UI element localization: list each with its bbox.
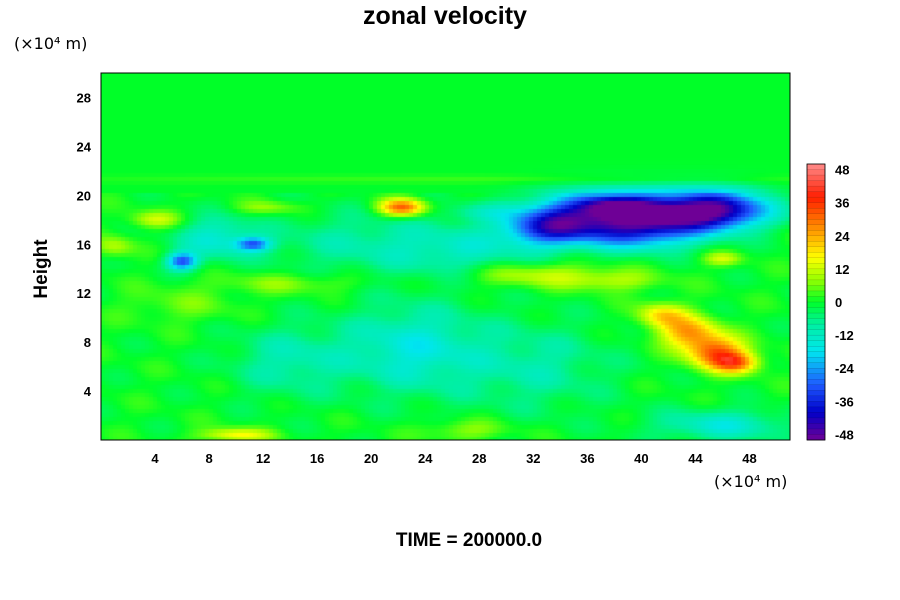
x-tick-label: 36 (580, 451, 594, 466)
colorbar-band (806, 202, 826, 209)
colorbar-tick-label: 0 (835, 295, 842, 310)
y-tick-label: 12 (77, 286, 91, 301)
colorbar-band (806, 357, 826, 364)
colorbar-band (806, 406, 826, 413)
colorbar-band (806, 318, 826, 325)
x-axis-unit: (×10⁴ m) (714, 472, 788, 491)
colorbar-band (806, 323, 826, 331)
colorbar (806, 163, 826, 441)
y-tick-label: 8 (84, 335, 91, 350)
colorbar-band (806, 351, 826, 358)
colorbar-band (806, 263, 826, 270)
colorbar-tick-label: -24 (835, 361, 855, 376)
colorbar-band (806, 257, 826, 264)
colorbar-band (806, 412, 826, 419)
x-tick-label: 32 (526, 451, 540, 466)
colorbar-tick-label: 24 (835, 229, 850, 244)
colorbar-band (806, 401, 826, 408)
colorbar-band (806, 340, 826, 347)
colorbar-band (806, 290, 826, 297)
y-tick-label: 20 (77, 188, 91, 203)
colorbar-band (806, 191, 826, 198)
colorbar-band (806, 368, 826, 375)
colorbar-tick-label: -48 (835, 427, 854, 442)
colorbar-band (806, 213, 826, 220)
colorbar-band (806, 252, 826, 259)
colorbar-band (806, 423, 826, 430)
x-axis-ticks: 4 8 12 16 20 24 28 32 36 40 44 48 (151, 451, 756, 466)
x-tick-label: 48 (742, 451, 756, 466)
colorbar-band (806, 163, 826, 170)
colorbar-tick-label: -36 (835, 394, 854, 409)
heatmap-image (101, 73, 790, 440)
chart-title: zonal velocity (363, 2, 527, 30)
colorbar-band (806, 428, 826, 435)
colorbar-band (806, 329, 826, 336)
x-tick-label: 12 (256, 451, 270, 466)
colorbar-band (806, 208, 826, 215)
x-tick-label: 40 (634, 451, 648, 466)
colorbar-band (806, 246, 826, 253)
colorbar-band (806, 180, 826, 187)
colorbar-band (806, 174, 826, 182)
x-tick-label: 8 (205, 451, 212, 466)
colorbar-tick-label: -12 (835, 328, 854, 343)
colorbar-band (806, 241, 826, 248)
colorbar-band (806, 296, 826, 303)
colorbar-tick-label: 36 (835, 196, 849, 211)
heatmap-field (101, 73, 790, 440)
colorbar-band (806, 390, 826, 397)
colorbar-band (806, 274, 826, 281)
y-axis-unit: (×10⁴ m) (14, 34, 88, 53)
colorbar-band (806, 185, 826, 193)
y-tick-label: 16 (77, 237, 91, 252)
colorbar-band (806, 312, 826, 320)
colorbar-tick-label: 12 (835, 262, 849, 277)
x-tick-label: 24 (418, 451, 433, 466)
colorbar-band (806, 285, 826, 292)
colorbar-band (806, 196, 826, 204)
colorbar-band (806, 434, 826, 441)
y-tick-label: 24 (77, 139, 92, 154)
colorbar-band (806, 230, 826, 237)
x-tick-label: 20 (364, 451, 378, 466)
y-tick-label: 28 (77, 90, 91, 105)
x-tick-label: 28 (472, 451, 486, 466)
colorbar-band (806, 301, 826, 308)
colorbar-band (806, 307, 826, 314)
colorbar-band (806, 362, 826, 369)
colorbar-band (806, 219, 826, 226)
y-axis-ticks: 4 8 12 16 20 24 28 (77, 90, 92, 399)
x-tick-label: 16 (310, 451, 324, 466)
x-tick-label: 4 (151, 451, 159, 466)
colorbar-tick-label: 48 (835, 163, 849, 178)
colorbar-band (806, 346, 826, 353)
y-tick-label: 4 (84, 384, 92, 399)
colorbar-frame (806, 163, 826, 441)
time-label: TIME = 200000.0 (395, 530, 543, 551)
colorbar-band (806, 235, 826, 242)
x-tick-label: 44 (688, 451, 703, 466)
colorbar-band (806, 373, 826, 380)
colorbar-band (806, 384, 826, 391)
colorbar-band (806, 268, 826, 275)
colorbar-band (806, 395, 826, 402)
colorbar-band (806, 417, 826, 424)
colorbar-band (806, 379, 826, 386)
colorbar-band (806, 279, 826, 286)
colorbar-band (806, 334, 826, 342)
colorbar-band (806, 169, 826, 176)
colorbar-band (806, 224, 826, 231)
plot-frame (100, 72, 791, 441)
colorbar-ticks: 48 36 24 12 0 -12 -24 -36 -48 (835, 163, 855, 443)
